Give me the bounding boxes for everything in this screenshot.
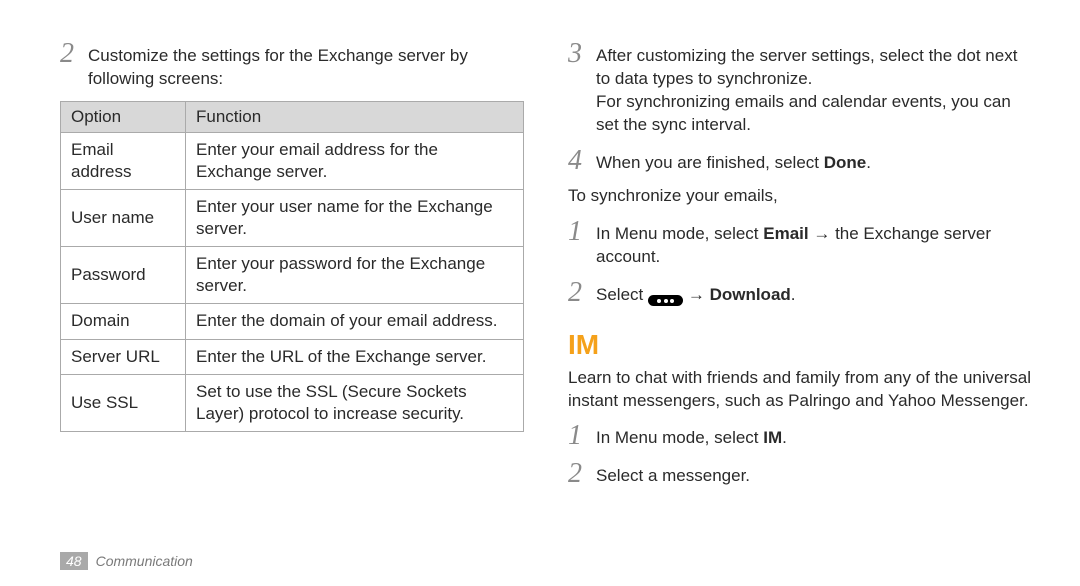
right-column: 3 After customizing the server settings,… [568, 40, 1032, 568]
step-3: 3 After customizing the server settings,… [568, 40, 1032, 137]
cell-option: Email address [61, 132, 186, 189]
more-icon [648, 295, 683, 306]
step-number: 1 [568, 218, 596, 246]
cell-option: Domain [61, 304, 186, 339]
sync-step-2: 2 Select → Download. [568, 279, 1032, 307]
im-step-2-body: Select a messenger. [596, 460, 1032, 488]
cell-function: Enter your email address for the Exchang… [186, 132, 524, 189]
sync1-prefix: In Menu mode, select [596, 224, 763, 243]
im-step-1: 1 In Menu mode, select IM. [568, 422, 1032, 450]
im-step-1-body: In Menu mode, select IM. [596, 422, 1032, 450]
cell-function: Enter the domain of your email address. [186, 304, 524, 339]
table-row: Use SSL Set to use the SSL (Secure Socke… [61, 374, 524, 431]
sync-step-1: 1 In Menu mode, select Email → the Excha… [568, 218, 1032, 269]
left-column: 2 Customize the settings for the Exchang… [60, 40, 524, 568]
step-4-prefix: When you are finished, select [596, 153, 824, 172]
table-row: Server URL Enter the URL of the Exchange… [61, 339, 524, 374]
table-row: User name Enter your user name for the E… [61, 190, 524, 247]
step-number: 3 [568, 40, 596, 68]
step-4-bold: Done [824, 153, 867, 172]
im-intro: Learn to chat with friends and family fr… [568, 367, 1032, 413]
sync-intro: To synchronize your emails, [568, 185, 1032, 208]
sync-step-1-body: In Menu mode, select Email → the Exchang… [596, 218, 1032, 269]
sync2-suffix: . [791, 285, 796, 304]
th-function: Function [186, 101, 524, 132]
step-3-line1: After customizing the server settings, s… [596, 46, 1017, 88]
step-4-body: When you are finished, select Done. [596, 147, 1032, 175]
cell-option: Password [61, 247, 186, 304]
manual-page: 2 Customize the settings for the Exchang… [0, 0, 1080, 586]
sync-step-2-body: Select → Download. [596, 279, 1032, 307]
step-number: 2 [60, 40, 88, 68]
step-4: 4 When you are finished, select Done. [568, 147, 1032, 175]
step-2-text: Customize the settings for the Exchange … [88, 40, 524, 91]
cell-function: Enter the URL of the Exchange server. [186, 339, 524, 374]
cell-option: User name [61, 190, 186, 247]
table-row: Password Enter your password for the Exc… [61, 247, 524, 304]
exchange-options-table: Option Function Email address Enter your… [60, 101, 524, 432]
step-number: 2 [568, 279, 596, 307]
table-row: Domain Enter the domain of your email ad… [61, 304, 524, 339]
im1-suffix: . [782, 428, 787, 447]
cell-option: Use SSL [61, 374, 186, 431]
step-number: 4 [568, 147, 596, 175]
cell-option: Server URL [61, 339, 186, 374]
step-number: 1 [568, 422, 596, 450]
im-step-2: 2 Select a messenger. [568, 460, 1032, 488]
step-3-line2: For synchronizing emails and calendar ev… [596, 92, 1011, 134]
step-2: 2 Customize the settings for the Exchang… [60, 40, 524, 91]
step-number: 2 [568, 460, 596, 488]
cell-function: Enter your user name for the Exchange se… [186, 190, 524, 247]
cell-function: Set to use the SSL (Secure Sockets Layer… [186, 374, 524, 431]
page-number: 48 [60, 552, 88, 570]
im-heading: IM [568, 329, 1032, 361]
table-header-row: Option Function [61, 101, 524, 132]
im1-prefix: In Menu mode, select [596, 428, 763, 447]
step-4-suffix: . [866, 153, 871, 172]
sync2-arrow: → [683, 285, 709, 304]
table-row: Email address Enter your email address f… [61, 132, 524, 189]
im1-bold: IM [763, 428, 782, 447]
th-option: Option [61, 101, 186, 132]
cell-function: Enter your password for the Exchange ser… [186, 247, 524, 304]
step-3-body: After customizing the server settings, s… [596, 40, 1032, 137]
footer-section: Communication [96, 553, 193, 569]
page-footer: 48 Communication [60, 552, 193, 570]
sync2-prefix: Select [596, 285, 648, 304]
sync2-bold: Download [710, 285, 791, 304]
sync1-bold: Email [763, 224, 808, 243]
